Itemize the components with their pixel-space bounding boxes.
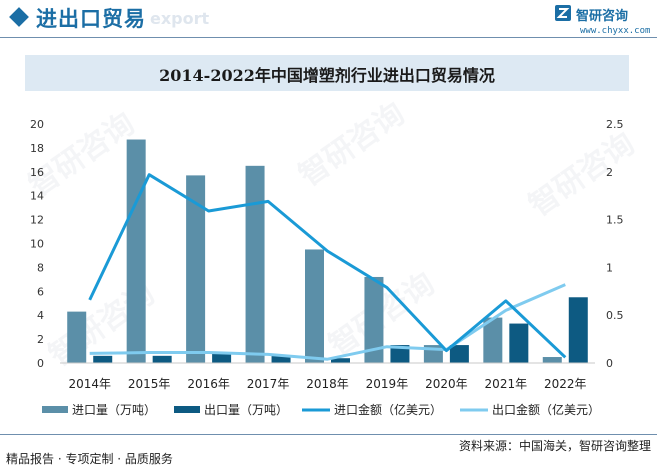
import-volume-bar: [126, 139, 146, 363]
import-value-line: [88, 173, 567, 359]
export-volume-bar: [449, 345, 469, 363]
legend-label: 出口金额（亿美元）: [492, 402, 600, 417]
brand-logo-icon: [555, 5, 571, 21]
left-tick-label: 8: [37, 261, 44, 274]
left-tick-label: 18: [30, 142, 44, 155]
footer-divider: [0, 434, 657, 435]
x-tick-label: 2022年: [544, 377, 587, 391]
export-volume-bar: [331, 358, 350, 363]
footer-tags: 精品报告 · 专项定制 · 品质服务: [6, 452, 173, 466]
section-title-en: export: [150, 9, 210, 28]
legend-swatch: [42, 406, 68, 413]
x-tick-label: 2014年: [68, 377, 111, 391]
import-volume-bar: [483, 317, 503, 363]
left-tick-label: 0: [37, 357, 44, 370]
x-tick-label: 2018年: [306, 377, 349, 391]
x-tick-label: 2019年: [366, 377, 409, 391]
export-value-line: [89, 283, 566, 361]
header-bar: 进出口贸易 export 智研咨询 www.chyxx.com: [0, 0, 657, 36]
x-tick-label: 2017年: [247, 377, 290, 391]
export-volume-bar: [509, 323, 529, 363]
brand-url[interactable]: www.chyxx.com: [580, 26, 651, 36]
export-volume-bar: [390, 345, 410, 363]
chart-title-band: 2014-2022年中国增塑剂行业进出口贸易情况: [25, 55, 629, 91]
export-volume-bar: [212, 352, 232, 363]
left-tick-label: 2: [37, 333, 44, 346]
x-tick-label: 2016年: [187, 377, 230, 391]
right-tick-label: 1: [606, 261, 613, 274]
left-tick-label: 10: [30, 238, 44, 251]
brand-name: 智研咨询: [576, 9, 629, 24]
export-volume-bar: [93, 355, 113, 363]
chart-title: 2014-2022年中国增塑剂行业进出口贸易情况: [159, 66, 495, 85]
line-series: [88, 173, 567, 361]
export-volume-bar: [152, 355, 172, 363]
right-tick-label: 2: [606, 166, 613, 179]
legend-label: 进口金额（亿美元）: [334, 402, 442, 417]
header-divider: [0, 37, 657, 38]
left-tick-label: 4: [37, 309, 44, 322]
legend-swatch: [174, 406, 200, 413]
left-tick-label: 12: [30, 214, 44, 227]
x-tick-label: 2021年: [485, 377, 528, 391]
left-tick-label: 14: [30, 190, 44, 203]
left-tick-label: 16: [30, 166, 44, 179]
import-volume-bar: [364, 276, 384, 363]
legend: 进口量（万吨） 出口量（万吨） 进口金额（亿美元） 出口金额（亿美元）: [42, 402, 600, 417]
right-axis: 0 0.5 1 1.5 2 2.5: [606, 118, 624, 370]
export-volume-bar: [568, 297, 588, 363]
right-tick-label: 2.5: [606, 118, 624, 131]
import-volume-bar: [186, 175, 206, 363]
import-volume-bar: [305, 249, 324, 363]
bar-series: [67, 139, 588, 363]
left-tick-label: 20: [30, 118, 44, 131]
x-axis: 2014年 2015年 2016年 2017年 2018年 2019年 2020年 2021年…: [60, 362, 595, 391]
brand-block[interactable]: 智研咨询 www.chyxx.com: [554, 4, 651, 40]
legend-label: 进口量（万吨）: [72, 403, 156, 417]
x-tick-label: 2015年: [128, 377, 171, 391]
section-title: 进出口贸易: [36, 7, 146, 31]
legend-label: 出口量（万吨）: [204, 403, 288, 417]
right-tick-label: 0: [606, 357, 613, 370]
right-tick-label: 1.5: [606, 214, 624, 227]
right-tick-label: 0.5: [606, 309, 624, 322]
x-tick-label: 2020年: [425, 377, 468, 391]
import-volume-bar: [245, 165, 265, 363]
left-axis: 0 2 4 6 8 10 12 14 16 18 20: [30, 118, 44, 370]
left-tick-label: 6: [37, 285, 44, 298]
import-volume-bar: [67, 311, 87, 363]
import-volume-bar: [542, 357, 562, 363]
source-note: 资料来源：中国海关，智研咨询整理: [458, 439, 651, 453]
export-volume-bar: [271, 355, 291, 363]
